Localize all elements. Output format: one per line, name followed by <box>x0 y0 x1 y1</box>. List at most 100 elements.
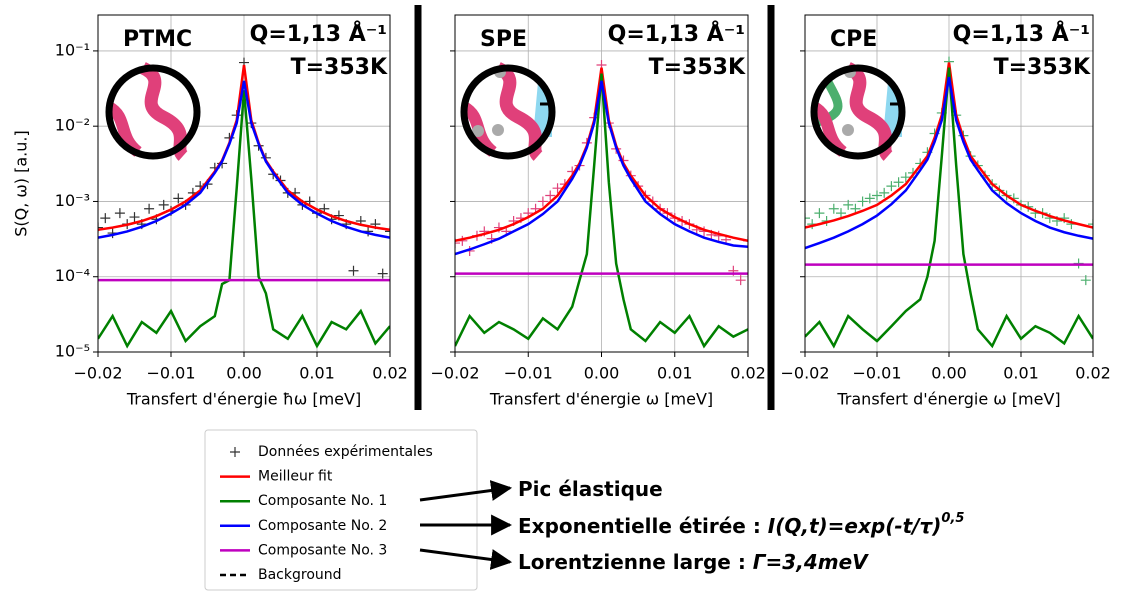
x-tick-label: −0.02 <box>430 364 479 383</box>
y-tick-label: 10⁻³ <box>55 191 90 210</box>
data-point <box>158 199 169 210</box>
data-point <box>857 196 868 207</box>
t-label: T=353K <box>649 55 746 80</box>
annotation-text: Lorentzienne large : <box>518 550 753 574</box>
data-point <box>100 213 111 224</box>
data-point <box>173 193 184 204</box>
data-point <box>828 203 839 214</box>
t-label: T=353K <box>994 55 1091 80</box>
series-group <box>805 56 1093 349</box>
data-point <box>377 268 388 279</box>
annotation-text: Exponentielle étirée : <box>518 514 768 538</box>
sample-name: CPE <box>830 27 877 52</box>
overlay: PTMC Q=1,13 Å⁻¹ T=353K SPE Q=1,13 Å⁻¹ T=353K C… <box>123 21 1091 591</box>
line-series <box>805 62 1093 229</box>
x-tick-label: 0.00 <box>584 364 620 383</box>
line-series <box>98 80 390 239</box>
data-point <box>545 190 556 201</box>
annotation: Lorentzienne large : Γ=3,4meV <box>518 550 869 574</box>
data-point <box>114 208 125 219</box>
line-series <box>455 67 748 243</box>
data-point <box>144 203 155 214</box>
data-point <box>735 275 746 286</box>
data-point <box>537 196 548 207</box>
q-label: Q=1,13 Å⁻¹ <box>953 21 1090 47</box>
legend-box <box>204 429 478 591</box>
x-tick-label: −0.01 <box>146 364 195 383</box>
data-point <box>843 199 854 210</box>
x-tick-label: 0.02 <box>1075 364 1111 383</box>
annotation-formula: I(Q,t)=exp(-t/τ) <box>768 514 942 538</box>
axes-frame <box>97 14 391 353</box>
x-tick-label: −0.02 <box>73 364 122 383</box>
arrow <box>419 548 513 570</box>
annotation: Exponentielle étirée : I(Q,t)=exp(-t/τ)0… <box>518 511 964 538</box>
data-point <box>129 212 140 223</box>
line-series <box>805 76 1093 250</box>
q-label: Q=1,13 Å⁻¹ <box>250 21 387 47</box>
y-tick-label: 10⁻⁴ <box>55 266 90 285</box>
line-series <box>805 67 1093 349</box>
x-tick-label: −0.01 <box>504 364 553 383</box>
sample-name: SPE <box>480 27 527 52</box>
x-axis-label: Transfert d'énergie ħω [meV] <box>126 390 361 409</box>
annotation-exponent: 0,5 <box>941 511 964 526</box>
legend-label: Composante No. 2 <box>258 518 387 534</box>
data-point <box>893 177 904 188</box>
q-label: Q=1,13 Å⁻¹ <box>608 21 745 47</box>
y-tick-label: 10⁻¹ <box>55 40 90 59</box>
data-point <box>348 265 359 276</box>
y-tick-label: 10⁻⁵ <box>55 342 90 361</box>
data-point <box>1080 275 1091 286</box>
legend-label: Composante No. 3 <box>258 542 387 558</box>
series-group <box>98 57 390 349</box>
data-point <box>900 172 911 183</box>
y-axis-label: S(Q, ω) [a.u.] <box>12 130 31 237</box>
data-point <box>879 187 890 198</box>
panel: 10⁻⁵ 10⁻⁴ 10⁻³ 10⁻² 10⁻¹ −0.02 −0.01 0.00 0.01 0.… <box>12 14 408 409</box>
data-point <box>872 190 882 201</box>
annotation-text: Pic élastique <box>518 477 663 501</box>
x-tick-label: 0.01 <box>657 364 693 383</box>
x-axis-label: Transfert d'énergie ω [meV] <box>489 390 713 409</box>
x-tick-label: 0.02 <box>372 364 408 383</box>
x-tick-label: 0.02 <box>730 364 766 383</box>
data-point <box>886 181 897 192</box>
data-point <box>385 226 390 237</box>
data-point <box>98 222 103 233</box>
sample-name: PTMC <box>123 27 192 52</box>
legend-symbol <box>230 447 240 457</box>
data-point <box>814 208 825 219</box>
line-series <box>455 73 748 349</box>
data-point <box>552 183 563 194</box>
legend-label: Meilleur fit <box>258 469 333 485</box>
data-point <box>864 193 875 204</box>
legend-label: Données expérimentales <box>258 444 433 460</box>
separators <box>414 5 775 410</box>
x-tick-label: 0.00 <box>226 364 262 383</box>
data-point <box>455 238 460 249</box>
icons <box>105 62 906 161</box>
x-tick-label: 0.00 <box>931 364 967 383</box>
annotation-formula: Γ=3,4meV <box>753 550 869 574</box>
data-point <box>805 213 810 224</box>
arrow <box>419 480 513 502</box>
y-tick-label: 10⁻² <box>55 116 90 135</box>
x-axis-label: Transfert d'énergie ω [meV] <box>836 390 1060 409</box>
data-point <box>850 203 861 214</box>
x-tick-label: −0.02 <box>780 364 829 383</box>
axes-frame <box>804 14 1094 353</box>
legend-label: Background <box>258 567 342 583</box>
axes-frame <box>454 14 749 353</box>
panel: −0.02 −0.01 0.00 0.01 0.02 Transfert d'énergi… <box>430 14 766 409</box>
x-tick-label: −0.01 <box>852 364 901 383</box>
line-series <box>98 64 390 232</box>
line-series <box>455 80 748 256</box>
data-point <box>1088 219 1093 230</box>
x-tick-label: 0.01 <box>1003 364 1039 383</box>
annotation: Pic élastique <box>518 477 663 501</box>
data-point <box>836 208 846 219</box>
legend-label: Composante No. 1 <box>258 493 387 509</box>
line-series <box>98 90 390 349</box>
